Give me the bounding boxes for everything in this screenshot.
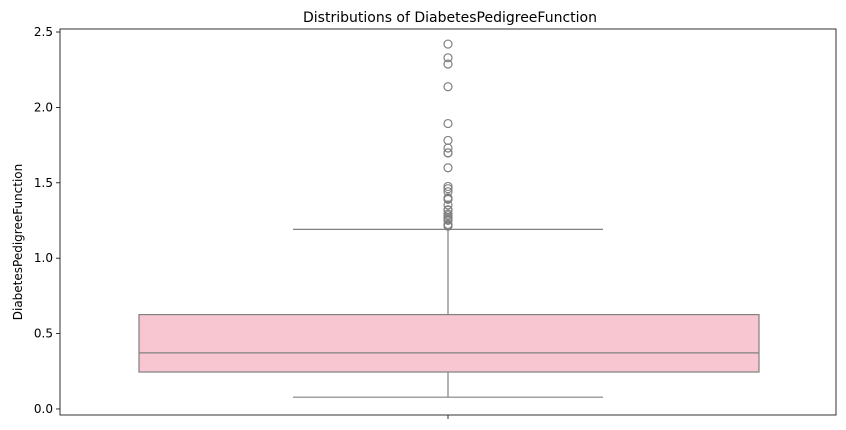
outlier-points xyxy=(443,39,453,231)
box-series xyxy=(138,228,760,398)
outlier-point xyxy=(443,82,453,92)
outlier-point xyxy=(443,193,453,203)
outlier-point xyxy=(443,143,453,153)
outlier-point xyxy=(443,205,453,215)
y-tick-label: 0.0 xyxy=(34,402,53,416)
outlier-point xyxy=(443,181,453,192)
y-axis-ticks: 0.0 0.5 1.0 1.5 2.0 2.5 xyxy=(34,25,60,416)
y-tick-label: 2.5 xyxy=(34,25,53,39)
outlier-point xyxy=(443,148,453,158)
y-tick-label: 0.5 xyxy=(34,327,53,341)
outlier-point xyxy=(443,187,453,197)
chart-title: Distributions of DiabetesPedigreeFunctio… xyxy=(303,10,597,26)
outlier-point xyxy=(443,59,453,69)
outlier-point xyxy=(443,135,453,146)
outlier-point xyxy=(443,163,453,173)
y-axis-label: DiabetesPedigreeFunction xyxy=(11,164,25,321)
outlier-point xyxy=(443,118,453,129)
outlier-point xyxy=(443,209,453,219)
outlier-point xyxy=(443,39,453,49)
y-tick-label: 1.0 xyxy=(34,251,53,265)
outlier-point xyxy=(443,219,453,230)
iqr-box xyxy=(138,313,760,373)
outlier-point xyxy=(443,200,453,210)
outlier-point xyxy=(443,53,453,63)
y-tick-label: 1.5 xyxy=(34,176,53,190)
y-tick-label: 2.0 xyxy=(34,100,53,114)
